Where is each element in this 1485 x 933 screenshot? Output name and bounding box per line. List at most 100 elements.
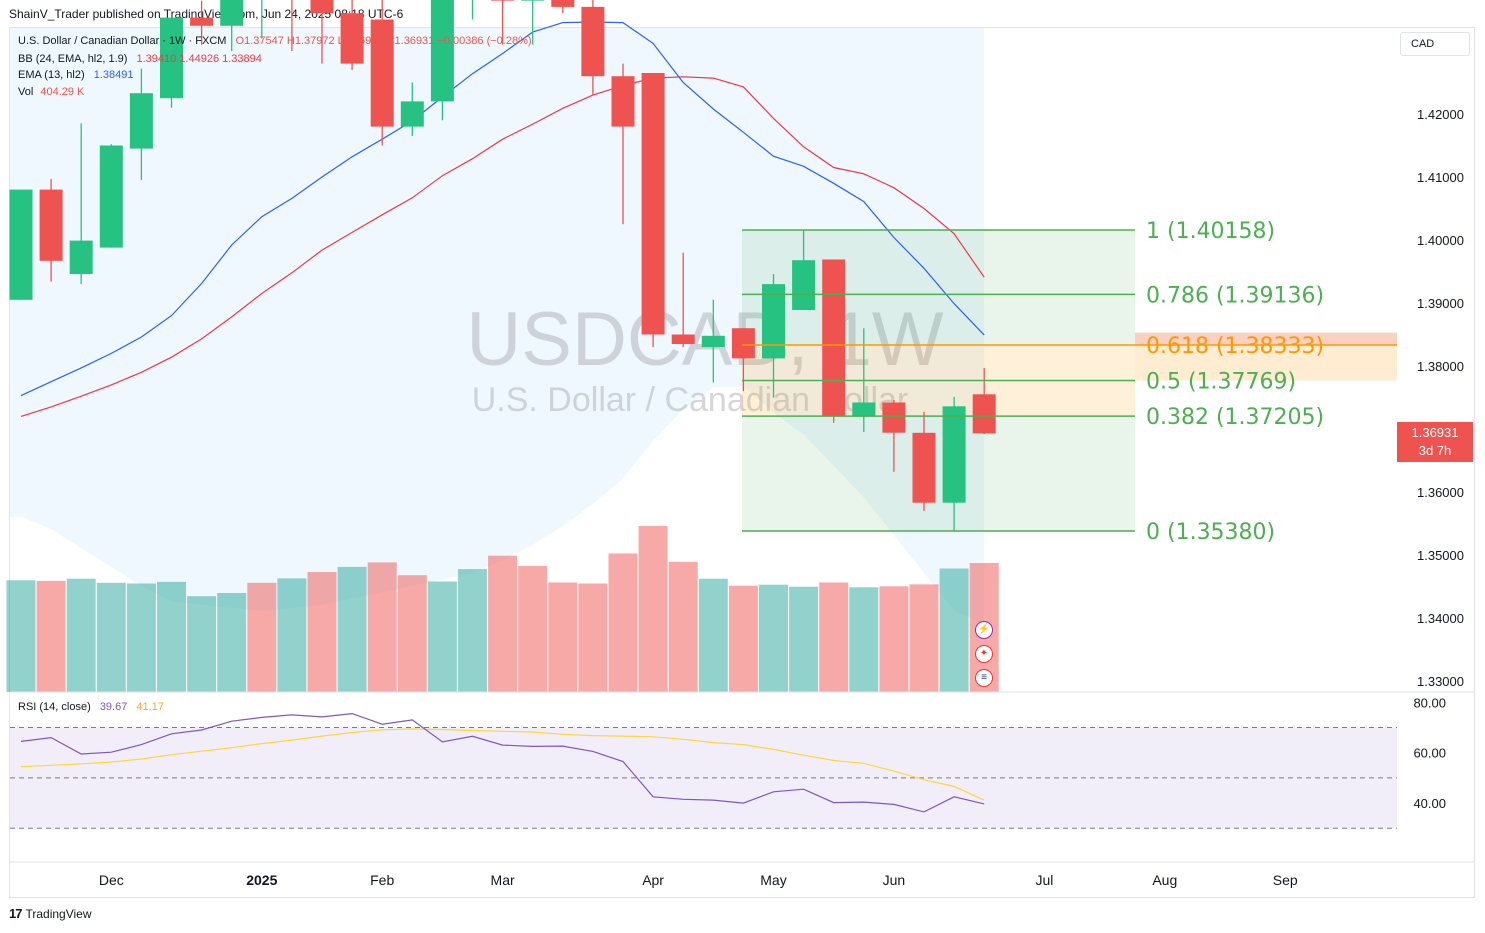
- fib-zone: [742, 345, 1135, 381]
- candle-body: [9, 189, 33, 300]
- volume-bar: [307, 572, 337, 692]
- last-price-label: 1.36931 3d 7h: [1397, 422, 1473, 462]
- candle-body: [400, 101, 424, 127]
- time-tick-label: Sep: [1273, 872, 1298, 888]
- volume-bar: [397, 575, 427, 692]
- bollinger-band-fill: [10, 28, 985, 625]
- volume-bar: [187, 596, 217, 692]
- volume-bar: [668, 561, 698, 692]
- legend-rsi-value: 39.67: [99, 701, 128, 713]
- fib-extension-zone: [1135, 332, 1397, 346]
- candle-body: [852, 402, 876, 417]
- candle-body: [340, 13, 364, 64]
- bollinger-basis-line: [20, 76, 985, 417]
- candle-body: [551, 0, 575, 7]
- volume-bar: [6, 580, 36, 692]
- candle-body: [129, 93, 153, 149]
- volume-bar: [126, 583, 156, 692]
- legend-rsi-row[interactable]: RSI (14, close) 39.67 41.17: [18, 701, 164, 713]
- rsi-line: [20, 712, 985, 813]
- time-tick-label: Mar: [491, 872, 515, 888]
- canada-flag-icon[interactable]: ✦: [975, 645, 993, 663]
- candle-body: [39, 189, 63, 261]
- tradingview-mark-icon: 17: [9, 906, 23, 921]
- fibonacci-levels: 1 (1.40158) 0.786 (1.39136) 0.618 (1.38333…: [742, 219, 1397, 545]
- time-axis: Dec 2025 Feb Mar Apr May Jun Jul Aug Sep: [10, 861, 1475, 888]
- legend-vol-row[interactable]: Vol 404.29 K: [18, 86, 84, 98]
- legend-vol-label: Vol: [18, 86, 34, 98]
- candle-body: [69, 240, 93, 274]
- candle-body: [370, 19, 394, 127]
- candle-body: [882, 402, 906, 433]
- legend-ohlc: O1.37547 H1.37972 L1.36916 C1.36931 −0.0…: [235, 35, 532, 47]
- fib-zone: [742, 416, 1135, 532]
- legend-rsi-label: RSI (14, close): [18, 701, 91, 713]
- volume-bar: [96, 582, 126, 692]
- ema-line: [20, 21, 985, 397]
- volume-bar: [548, 582, 578, 692]
- rsi-ma-line: [20, 728, 985, 801]
- currency-button[interactable]: CAD: [1400, 32, 1470, 56]
- candle-body: [731, 328, 755, 359]
- indicator-lines: [20, 21, 985, 417]
- candle-body: [822, 259, 846, 416]
- candle-body: [190, 17, 214, 26]
- fib-level-label: 1 (1.40158): [1146, 219, 1275, 244]
- candle-body: [762, 284, 785, 359]
- price-axis: 1.42000 1.41000 1.40000 1.39000 1.38000 1.360…: [1417, 107, 1464, 689]
- volume-bar: [66, 578, 96, 692]
- chart-frame: [9, 27, 1475, 898]
- volume-bar: [217, 593, 247, 692]
- volume-bar: [427, 581, 457, 692]
- legend-title-row: U.S. Dollar / Canadian Dollar · 1W · FXC…: [18, 35, 532, 47]
- price-tick-label: 1.41000: [1417, 170, 1464, 185]
- candle-body: [671, 334, 695, 344]
- price-tick-label: 1.42000: [1417, 107, 1464, 122]
- volume-bar: [728, 585, 758, 692]
- rsi-tick-label: 80.00: [1413, 695, 1446, 710]
- legend-ema-row[interactable]: EMA (13, hl2) 1.38491: [18, 69, 133, 81]
- time-tick-label: Jun: [883, 872, 906, 888]
- legend-rsi-ma-value: 41.17: [136, 701, 164, 713]
- fib-level-label: 0 (1.35380): [1146, 520, 1275, 545]
- fib-zone: [742, 380, 1135, 417]
- volume-bar: [698, 578, 728, 692]
- legend-bb-row[interactable]: BB (24, EMA, hl2, 1.9) 1.39410 1.44926 1…: [18, 53, 262, 65]
- legend-symbol: U.S. Dollar / Canadian Dollar · 1W · FXC…: [18, 35, 227, 47]
- fib-level-label: 0.618 (1.38333): [1146, 334, 1324, 359]
- candle-body: [972, 394, 996, 434]
- rsi-tick-label: 60.00: [1413, 746, 1446, 761]
- candles-layer: [9, 0, 996, 532]
- volume-bar: [939, 568, 969, 692]
- candle-body: [792, 260, 816, 310]
- legend-bb-values: 1.39410 1.44926 1.33894: [136, 53, 262, 65]
- time-tick-label: Feb: [370, 872, 394, 888]
- bar-countdown: 3d 7h: [1418, 443, 1452, 458]
- us-flag-icon[interactable]: ≡: [975, 669, 993, 687]
- time-tick-label: Jul: [1035, 872, 1053, 888]
- legend-ema-label: EMA (13, hl2): [18, 69, 85, 81]
- volume-bar: [638, 526, 668, 692]
- volume-bar: [578, 583, 608, 692]
- candle-body: [581, 6, 605, 77]
- candle-body: [430, 0, 454, 102]
- publisher-line: ShainV_Trader published on TradingView.c…: [9, 7, 404, 21]
- candle-body: [942, 406, 966, 503]
- time-tick-label: 2025: [246, 872, 277, 888]
- candle-body: [491, 0, 515, 1]
- tradingview-logo[interactable]: 17 TradingView: [9, 906, 92, 921]
- legend-vol-value: 404.29 K: [40, 86, 85, 98]
- price-tick-label: 1.39000: [1417, 296, 1464, 311]
- candle-body: [611, 76, 635, 127]
- lightning-event-icon[interactable]: ⚡: [975, 621, 993, 639]
- price-tick-label: 1.36000: [1417, 485, 1464, 500]
- volume-bar: [819, 582, 849, 692]
- volume-bar: [247, 582, 277, 692]
- candle-body: [641, 73, 665, 335]
- volume-bar: [608, 553, 638, 692]
- fib-extension-zone: [1135, 345, 1397, 381]
- rsi-tick-label: 40.00: [1413, 796, 1446, 811]
- candle-body: [521, 0, 545, 1]
- candle-body: [912, 432, 936, 503]
